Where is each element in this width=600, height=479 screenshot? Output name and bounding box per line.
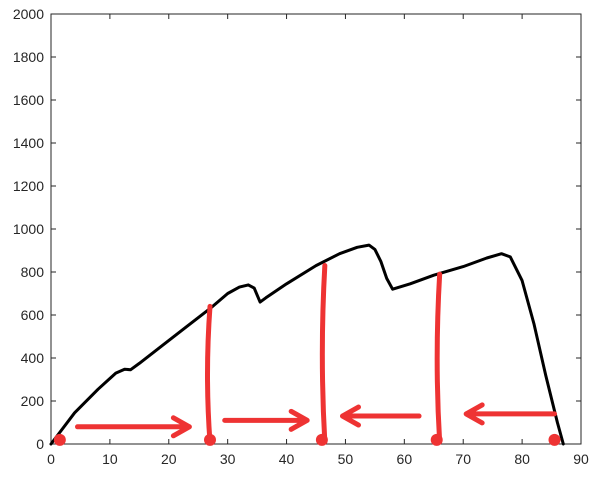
x-tick-label-6: 60: [397, 451, 413, 467]
annotation-layer: [53, 263, 561, 446]
annotation-point-1: [204, 433, 216, 446]
series-line-0: [49, 243, 565, 446]
x-tick-label-9: 90: [573, 451, 589, 467]
annotation-point-0: [53, 433, 66, 446]
y-tick-label-9: 1800: [13, 49, 44, 65]
x-tick-label-5: 50: [338, 451, 354, 467]
annotation-arrow-1: [222, 408, 310, 432]
x-tick-label-1: 10: [102, 451, 118, 467]
annotation-point-2: [315, 433, 328, 446]
annotation-arrow-2: [340, 404, 422, 428]
annotation-vertical-line-2: [434, 271, 443, 445]
y-tick-label-10: 2000: [13, 6, 44, 22]
y-tick-label-3: 600: [21, 307, 45, 323]
y-tick-label-2: 400: [21, 350, 45, 366]
plot-frame: [50, 13, 582, 445]
y-tick-label-0: 0: [36, 436, 44, 452]
x-tick-label-7: 70: [455, 451, 471, 467]
y-tick-label-8: 1600: [13, 92, 44, 108]
y-tick-label-1: 200: [21, 393, 45, 409]
axes: 0 10 20 30 40 50 60 70 80 90 0 200 400 600 800 1000 1200…: [13, 6, 589, 467]
x-tick-label-3: 30: [220, 451, 236, 467]
y-tick-label-7: 1400: [13, 135, 44, 151]
annotation-vertical-line-1: [319, 263, 328, 445]
annotation-arrow-0: [75, 415, 192, 439]
annotation-point-4: [548, 433, 561, 446]
x-tick-label-4: 40: [279, 451, 295, 467]
annotation-vertical-line-0: [205, 303, 213, 445]
y-tick-label-4: 800: [21, 264, 45, 280]
y-tick-label-6: 1200: [13, 178, 44, 194]
x-tick-label-0: 0: [47, 451, 55, 467]
y-tick-label-5: 1000: [13, 221, 44, 237]
series-layer: [49, 243, 565, 446]
annotation-point-3: [430, 433, 443, 446]
x-tick-label-8: 80: [514, 451, 530, 467]
x-tick-label-2: 20: [161, 451, 177, 467]
annotation-arrow-3: [463, 402, 557, 426]
